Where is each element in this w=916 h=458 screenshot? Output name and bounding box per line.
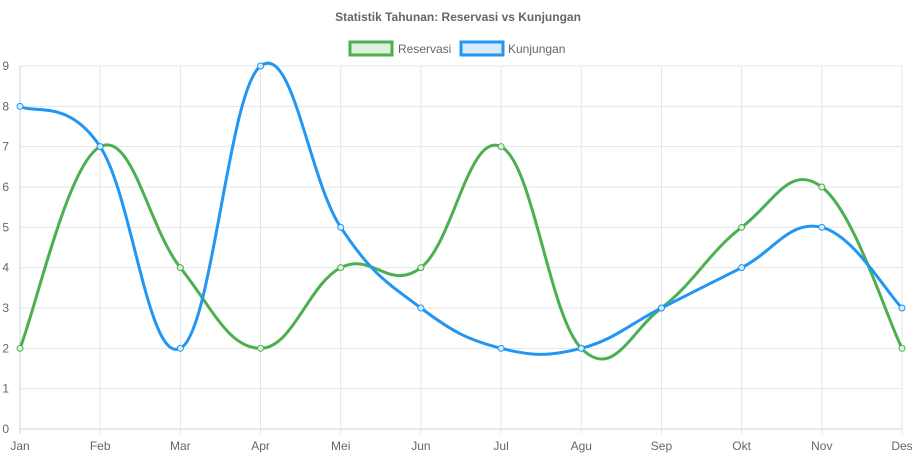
data-point-kunjungan[interactable]: [577, 344, 585, 352]
chart-title: Statistik Tahunan: Reservasi vs Kunjunga…: [335, 10, 581, 24]
series-line-reservasi: [18, 143, 904, 361]
y-tick-label: 6: [2, 180, 9, 194]
series: [16, 61, 906, 361]
data-point-kunjungan[interactable]: [657, 304, 665, 312]
x-tick-label: Jul: [493, 439, 508, 453]
data-point-reservasi[interactable]: [738, 223, 746, 231]
y-tick-label: 1: [2, 382, 9, 396]
data-point-kunjungan[interactable]: [497, 344, 505, 352]
data-point-kunjungan[interactable]: [818, 223, 826, 231]
data-point-reservasi[interactable]: [497, 143, 505, 151]
legend-item-kunjungan[interactable]: Kunjungan: [459, 40, 565, 57]
data-point-kunjungan[interactable]: [176, 344, 184, 352]
y-tick-label: 7: [2, 140, 9, 154]
x-axis: Jan Feb Mar Apr Mei Jun Jul Agu Sep Okt Nov Des: [10, 439, 912, 453]
data-point-reservasi[interactable]: [818, 183, 826, 191]
legend-label-kunjungan: Kunjungan: [508, 42, 565, 56]
x-tick-label: Nov: [811, 439, 832, 453]
y-tick-label: 2: [2, 341, 9, 355]
legend: Reservasi Kunjungan: [348, 40, 565, 57]
data-point-kunjungan[interactable]: [16, 102, 24, 110]
legend-label-reservasi: Reservasi: [398, 42, 451, 56]
data-point-kunjungan[interactable]: [257, 62, 265, 70]
y-tick-label: 5: [2, 220, 9, 234]
series-reservasi: [16, 143, 906, 361]
data-point-kunjungan[interactable]: [738, 264, 746, 272]
data-point-reservasi[interactable]: [16, 344, 24, 352]
data-point-kunjungan[interactable]: [417, 304, 425, 312]
x-tick-label: Mei: [331, 439, 350, 453]
x-tick-label: Sep: [651, 439, 673, 453]
data-point-reservasi[interactable]: [176, 264, 184, 272]
y-tick-label: 8: [2, 99, 9, 113]
y-tick-label: 4: [2, 261, 9, 275]
y-tick-label: 9: [2, 59, 9, 73]
grid: [19, 65, 903, 434]
y-tick-label: 3: [2, 301, 9, 315]
legend-swatch-kunjungan: [459, 40, 505, 57]
series-line-kunjungan: [18, 61, 904, 356]
x-tick-label: Feb: [90, 439, 111, 453]
x-tick-label: Des: [891, 439, 912, 453]
data-point-reservasi[interactable]: [898, 344, 906, 352]
x-tick-label: Agu: [571, 439, 592, 453]
series-kunjungan: [16, 61, 906, 356]
data-point-reservasi[interactable]: [257, 344, 265, 352]
y-axis: 0 1 2 3 4 5 6 7 8 9: [2, 59, 9, 436]
data-point-kunjungan[interactable]: [337, 223, 345, 231]
x-tick-label: Mar: [170, 439, 191, 453]
x-tick-label: Apr: [251, 439, 270, 453]
data-point-kunjungan[interactable]: [898, 304, 906, 312]
x-tick-label: Okt: [732, 439, 751, 453]
legend-swatch-reservasi: [348, 40, 394, 57]
data-point-reservasi[interactable]: [337, 264, 345, 272]
x-tick-label: Jan: [10, 439, 29, 453]
data-point-reservasi[interactable]: [417, 264, 425, 272]
y-tick-label: 0: [2, 422, 9, 436]
x-tick-label: Jun: [411, 439, 430, 453]
legend-item-reservasi[interactable]: Reservasi: [348, 40, 451, 57]
data-point-kunjungan[interactable]: [96, 143, 104, 151]
